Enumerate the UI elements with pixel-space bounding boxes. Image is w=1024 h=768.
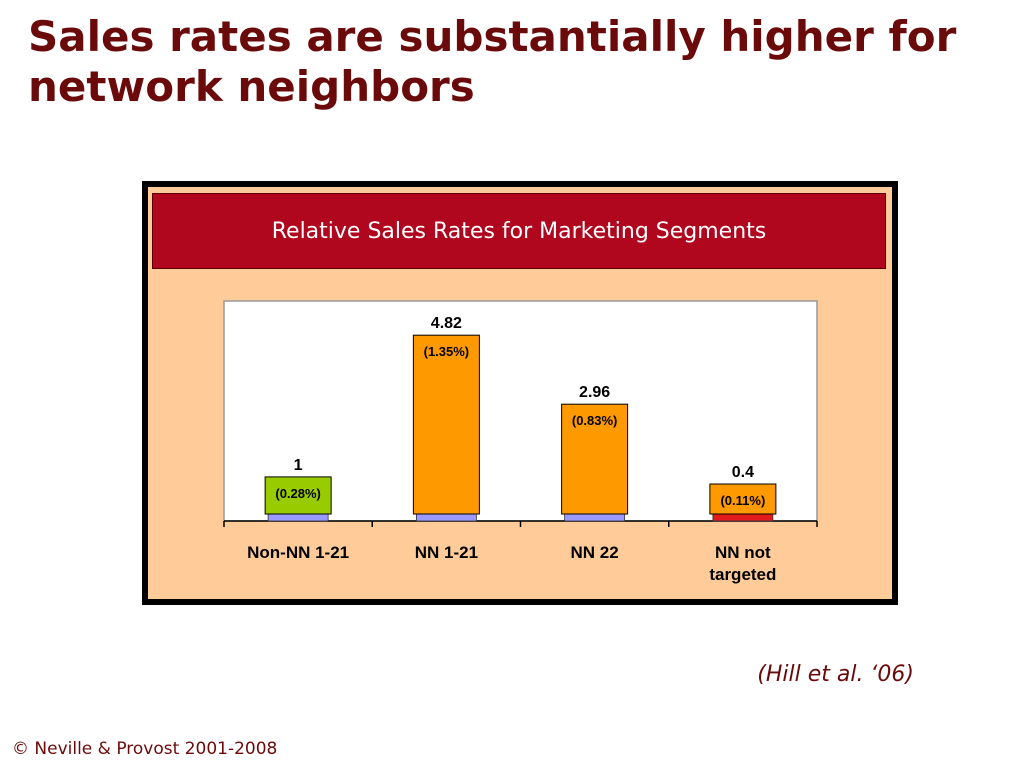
slide-title: Sales rates are substantially higher for… — [28, 12, 957, 111]
bar-annotation: (0.28%) — [275, 486, 321, 501]
bar — [561, 403, 629, 515]
bar — [709, 483, 777, 515]
bars-group: 1 (0.28%) 4.82 (1.35%) 2.96 (0.83%) 0.4 (0.11%) — [264, 315, 777, 522]
bar-value-label: 4.82 — [431, 315, 462, 332]
bar-base — [712, 513, 774, 522]
bar-base — [564, 513, 626, 522]
category-labels: Non-NN 1-21 NN 1-21 NN 22 NN not targeted — [247, 543, 776, 584]
copyright-footer: © Neville & Provost 2001-2008 — [12, 739, 278, 759]
bar-annotation: (0.83%) — [572, 413, 618, 428]
category-label: NN not targeted — [709, 543, 776, 584]
category-label: Non-NN 1-21 — [247, 543, 349, 562]
bar-value-label: 2.96 — [579, 384, 610, 401]
bar — [264, 476, 332, 515]
category-label: NN 22 — [571, 543, 619, 562]
bar — [412, 334, 480, 515]
bar-annotation: (0.11%) — [720, 493, 765, 508]
bar-value-label: 1 — [294, 457, 303, 474]
bar-base — [415, 513, 477, 522]
category-label: NN 1-21 — [415, 543, 478, 562]
bar-annotation: (1.35%) — [424, 344, 470, 359]
citation: (Hill et al. ‘06) — [757, 662, 914, 687]
bar-value-label: 0.4 — [732, 464, 754, 481]
chart-title: Relative Sales Rates for Marketing Segme… — [152, 193, 886, 269]
bar-base — [267, 513, 329, 522]
x-axis-ticks — [223, 521, 818, 527]
